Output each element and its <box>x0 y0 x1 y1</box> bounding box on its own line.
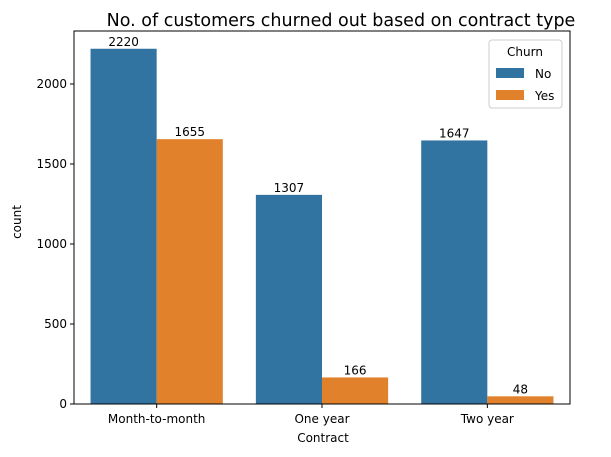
y-tick-label: 0 <box>59 397 67 411</box>
chart-title: No. of customers churned out based on co… <box>107 11 576 31</box>
legend-swatch-yes <box>496 90 524 100</box>
bar-month-to-month-yes <box>156 139 223 404</box>
legend-label-no: No <box>535 67 551 81</box>
bar-two-year-yes <box>487 396 554 404</box>
x-axis-label: Contract <box>297 431 349 445</box>
data-label-one-year-yes: 166 <box>344 363 367 377</box>
legend-swatch-no <box>496 68 524 78</box>
y-tick-label: 500 <box>44 317 67 331</box>
bar-month-to-month-no <box>90 48 157 405</box>
data-label-month-to-month-no: 2220 <box>108 35 139 49</box>
bar-one-year-no <box>255 194 322 404</box>
y-tick-label: 1500 <box>36 157 67 171</box>
plot-area: 2220 1655 Month-to-month 1307 166 One year 164… <box>36 30 571 426</box>
legend: Churn No Yes <box>488 39 563 109</box>
x-tick-label: One year <box>294 412 349 426</box>
axes-frame <box>73 30 571 405</box>
y-axis-label: count <box>10 205 24 239</box>
data-label-two-year-no: 1647 <box>439 126 470 140</box>
data-label-two-year-yes: 48 <box>513 382 528 396</box>
data-label-month-to-month-yes: 1655 <box>174 125 205 139</box>
legend-label-yes: Yes <box>534 89 554 103</box>
x-tick-label: Two year <box>460 412 514 426</box>
legend-title: Churn <box>507 45 543 59</box>
data-label-one-year-no: 1307 <box>274 181 305 195</box>
y-tick-label: 2000 <box>36 77 67 91</box>
bar-one-year-yes <box>322 377 389 404</box>
y-tick-label: 1000 <box>36 237 67 251</box>
x-tick-label: Month-to-month <box>108 412 206 426</box>
bar-two-year-no <box>421 140 488 405</box>
